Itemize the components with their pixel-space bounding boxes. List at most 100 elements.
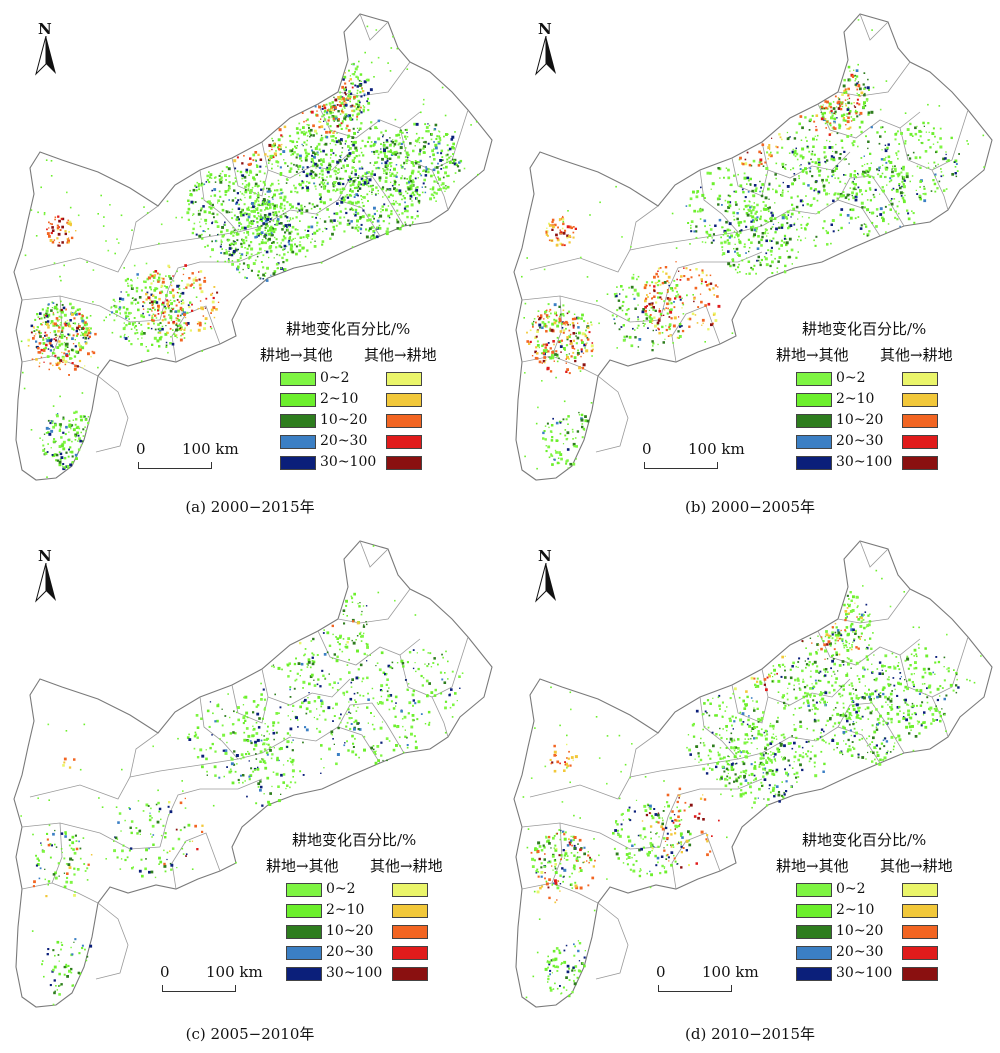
legend-swatch-gain <box>902 372 938 386</box>
north-arrow: N <box>528 20 564 76</box>
scale-zero: 0 <box>160 963 170 981</box>
legend-swatch-gain <box>902 946 938 960</box>
county-border <box>761 668 851 706</box>
county-border <box>431 169 449 211</box>
county-border <box>29 205 159 273</box>
legend-class-label: 2~10 <box>836 391 875 407</box>
county-border <box>837 61 911 97</box>
map-panel-c: N 耕地变化百分比/% 耕地→其他 其他→耕地 0~2 2~10 10~20 20~3… <box>0 527 500 1053</box>
county-border <box>699 696 791 760</box>
change-pixels <box>521 19 985 470</box>
legend-col-gain: 其他→耕地 <box>370 857 443 875</box>
county-border <box>595 375 629 453</box>
north-label: N <box>538 547 552 565</box>
legend-swatch-loss <box>796 925 832 939</box>
scale-zero: 0 <box>656 963 666 981</box>
county-border <box>837 588 911 624</box>
county-border <box>337 588 411 624</box>
legend-swatch-loss <box>286 883 322 897</box>
county-border <box>521 822 661 850</box>
county-border <box>629 231 739 251</box>
scale-length: 100 km <box>702 963 759 981</box>
legend-col-gain: 其他→耕地 <box>364 346 437 364</box>
legend-title: 耕地变化百分比/% <box>292 831 417 849</box>
legend-class-label: 0~2 <box>836 370 866 386</box>
county-border <box>359 13 389 41</box>
county-border <box>761 141 851 179</box>
legend-col-loss: 耕地→其他 <box>776 857 849 875</box>
scale-length: 100 km <box>206 963 263 981</box>
county-border <box>659 778 763 848</box>
scale-bar: 0 100 km <box>656 963 796 1003</box>
legend-swatch-loss <box>286 946 322 960</box>
county-border <box>21 822 161 850</box>
legend-swatch-loss <box>280 456 316 470</box>
legend-col-gain: 其他→耕地 <box>880 346 953 364</box>
legend-class-label: 20~30 <box>836 944 884 960</box>
county-border <box>199 696 291 760</box>
county-border <box>171 832 221 890</box>
scale-bar: 0 100 km <box>136 440 276 480</box>
legend-swatch-gain <box>386 435 422 449</box>
scale-bar: 0 100 km <box>160 963 300 1003</box>
legend-class-label: 30~100 <box>326 965 383 981</box>
legend-swatch-gain <box>902 883 938 897</box>
legend-swatch-gain <box>902 393 938 407</box>
legend-class-label: 10~20 <box>320 412 368 428</box>
scale-zero: 0 <box>136 440 146 458</box>
legend-swatch-gain <box>902 904 938 918</box>
county-border <box>95 375 129 453</box>
panel-caption: (c) 2005−2010年 <box>185 1025 315 1043</box>
legend-swatch-loss <box>286 925 322 939</box>
study-area-outline <box>13 13 493 481</box>
legend-class-label: 20~30 <box>326 944 374 960</box>
legend-swatch-gain <box>386 393 422 407</box>
scale-length: 100 km <box>688 440 745 458</box>
legend-swatch-gain <box>902 967 938 981</box>
legend-col-gain: 其他→耕地 <box>880 857 953 875</box>
legend-swatch-loss <box>796 414 832 428</box>
legend-swatch-loss <box>796 904 832 918</box>
map-panel-a: N 耕地变化百分比/% 耕地→其他 其他→耕地 0~2 2~10 10~20 20~3… <box>0 0 500 526</box>
county-border <box>337 175 405 227</box>
choropleth-map <box>513 540 993 1008</box>
county-border <box>595 902 629 980</box>
legend-class-label: 30~100 <box>320 454 377 470</box>
legend-swatch-loss <box>796 967 832 981</box>
legend-swatch-gain <box>902 414 938 428</box>
legend-class-label: 0~2 <box>320 370 350 386</box>
legend-class-label: 0~2 <box>326 881 356 897</box>
legend-swatch-loss <box>280 435 316 449</box>
study-area-outline <box>13 540 493 1008</box>
county-border <box>731 157 769 197</box>
county-border <box>129 758 239 778</box>
legend-swatch-loss <box>286 967 322 981</box>
county-border <box>337 702 405 754</box>
county-border <box>859 540 889 568</box>
legend-swatch-loss <box>286 904 322 918</box>
legend-class-label: 10~20 <box>836 412 884 428</box>
county-border <box>95 902 129 980</box>
county-border <box>529 205 659 273</box>
legend-swatch-loss <box>796 435 832 449</box>
north-label: N <box>538 20 552 38</box>
county-border <box>21 295 161 323</box>
legend-swatch-gain <box>392 883 428 897</box>
legend-title: 耕地变化百分比/% <box>286 320 411 338</box>
county-border <box>431 696 449 738</box>
legend-class-label: 2~10 <box>836 902 875 918</box>
legend-title: 耕地变化百分比/% <box>802 320 927 338</box>
legend-class-label: 2~10 <box>320 391 359 407</box>
county-border <box>859 13 889 41</box>
legend-col-loss: 耕地→其他 <box>266 857 339 875</box>
choropleth-map <box>13 13 493 481</box>
legend-swatch-gain <box>386 456 422 470</box>
north-arrow: N <box>28 547 64 603</box>
choropleth-map <box>13 540 493 1008</box>
north-label: N <box>38 20 52 38</box>
legend-swatch-gain <box>392 967 428 981</box>
county-border <box>837 175 905 227</box>
legend-swatch-loss <box>796 456 832 470</box>
county-border <box>551 822 563 884</box>
north-arrow: N <box>528 547 564 603</box>
